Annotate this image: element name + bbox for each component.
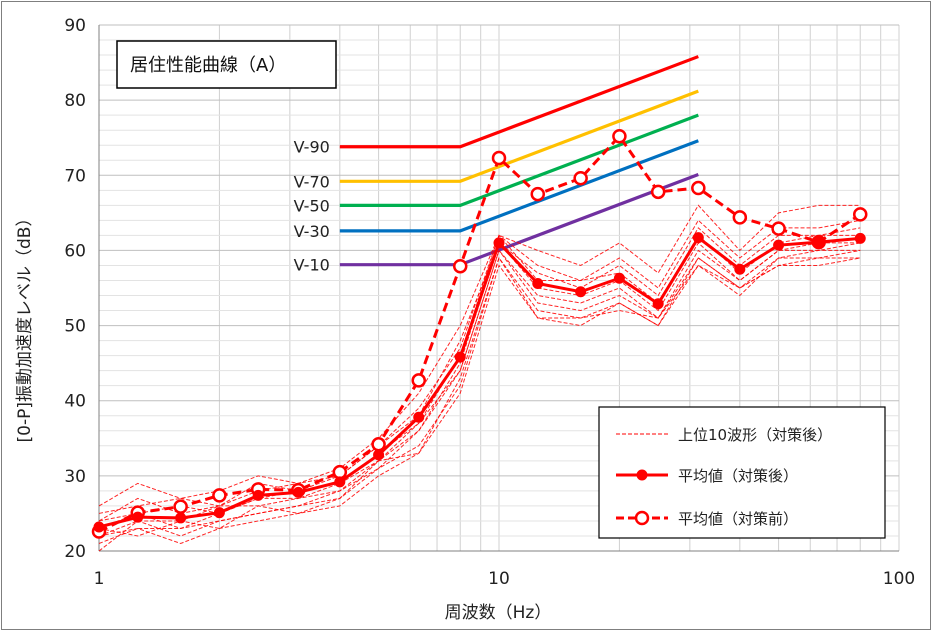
series-point-before [332, 464, 348, 480]
y-tick-label: 30 [64, 467, 86, 487]
top10-waveform-line [98, 257, 861, 529]
chart-title: 居住性能曲線（A） [130, 55, 286, 76]
series-point-before [491, 150, 507, 166]
reference-label-v-10: V-10 [294, 256, 330, 275]
series-point-after [454, 351, 466, 363]
series-point-after [532, 277, 544, 289]
series-point-before [530, 186, 546, 202]
top10-waveform-line [98, 204, 861, 507]
x-axis-label: 周波数（Hz） [445, 603, 552, 623]
reference-curve-v-30 [339, 139, 699, 233]
top10-waveform-line [98, 249, 861, 537]
reference-label-v-70: V-70 [294, 172, 330, 191]
series-point-before [452, 258, 468, 274]
reference-label-v-90: V-90 [294, 138, 330, 157]
series-point-before [573, 171, 588, 186]
series-point-after [413, 411, 425, 423]
series-point-before [650, 184, 666, 200]
series-point-before [852, 207, 868, 222]
y-tick-label: 80 [64, 91, 86, 111]
series-line-after [98, 235, 861, 529]
legend-label-after: 平均値（対策後） [678, 467, 798, 485]
series-point-after [613, 272, 625, 284]
series-point-after [175, 512, 187, 524]
series-point-after [734, 263, 746, 275]
series-point-after [252, 489, 264, 501]
top10-waveforms [98, 204, 861, 552]
y-tick-label: 40 [64, 392, 86, 412]
series-point-after [854, 232, 866, 244]
reference-curve-v-50 [339, 113, 699, 207]
top10-waveform-line [98, 256, 861, 545]
axes: 20 30 40 50 60 70 80 90 1 10 100 [64, 16, 915, 589]
y-tick-label: 70 [64, 166, 86, 186]
y-tick-label: 90 [64, 16, 86, 36]
series-point-before [691, 180, 706, 196]
series-point-after [773, 239, 785, 251]
top10-waveform-line [98, 219, 861, 514]
series-point-after [813, 236, 825, 248]
y-tick-label: 60 [64, 241, 86, 261]
series-point-before [212, 488, 227, 503]
series-point-after [132, 511, 144, 523]
series-point-before [411, 373, 426, 388]
series-point-before [612, 128, 627, 144]
series-point-before [371, 437, 386, 452]
series-point-after [213, 507, 225, 519]
series-point-after [373, 449, 385, 461]
title-box [116, 40, 337, 89]
series-point-after [692, 232, 704, 244]
y-tick-label: 50 [64, 317, 86, 337]
series-point-after [334, 476, 346, 488]
legend-marker-after [636, 469, 648, 481]
legend-label-before: 平均値（対策前） [678, 510, 798, 528]
reference-label-v-30: V-30 [294, 222, 330, 241]
y-axis-label: [0-P]振動加速度レベル（dB） [15, 210, 35, 443]
series-point-after [575, 286, 587, 298]
series-point-after [292, 486, 304, 498]
series-point-before [173, 499, 188, 514]
series-point-before [771, 221, 786, 236]
x-tick-label: 10 [488, 569, 510, 589]
reference-label-v-50: V-50 [294, 196, 330, 215]
legend-label-top10: 上位10波形（対策後） [678, 426, 832, 444]
series-point-after [652, 298, 664, 310]
reference-curve-v-70 [339, 89, 699, 183]
series-point-after [493, 237, 505, 249]
legend: 上位10波形（対策後） 平均値（対策後） 平均値（対策前） [598, 406, 886, 539]
series-point-after [93, 521, 105, 533]
series [91, 128, 868, 539]
legend-marker-before [634, 510, 650, 526]
x-tick-label: 100 [883, 569, 915, 589]
y-tick-label: 20 [64, 542, 86, 562]
x-tick-label: 1 [94, 569, 105, 589]
top10-waveform-line [98, 234, 861, 529]
reference-curve-v-90 [339, 55, 699, 149]
series-point-before [732, 210, 748, 225]
